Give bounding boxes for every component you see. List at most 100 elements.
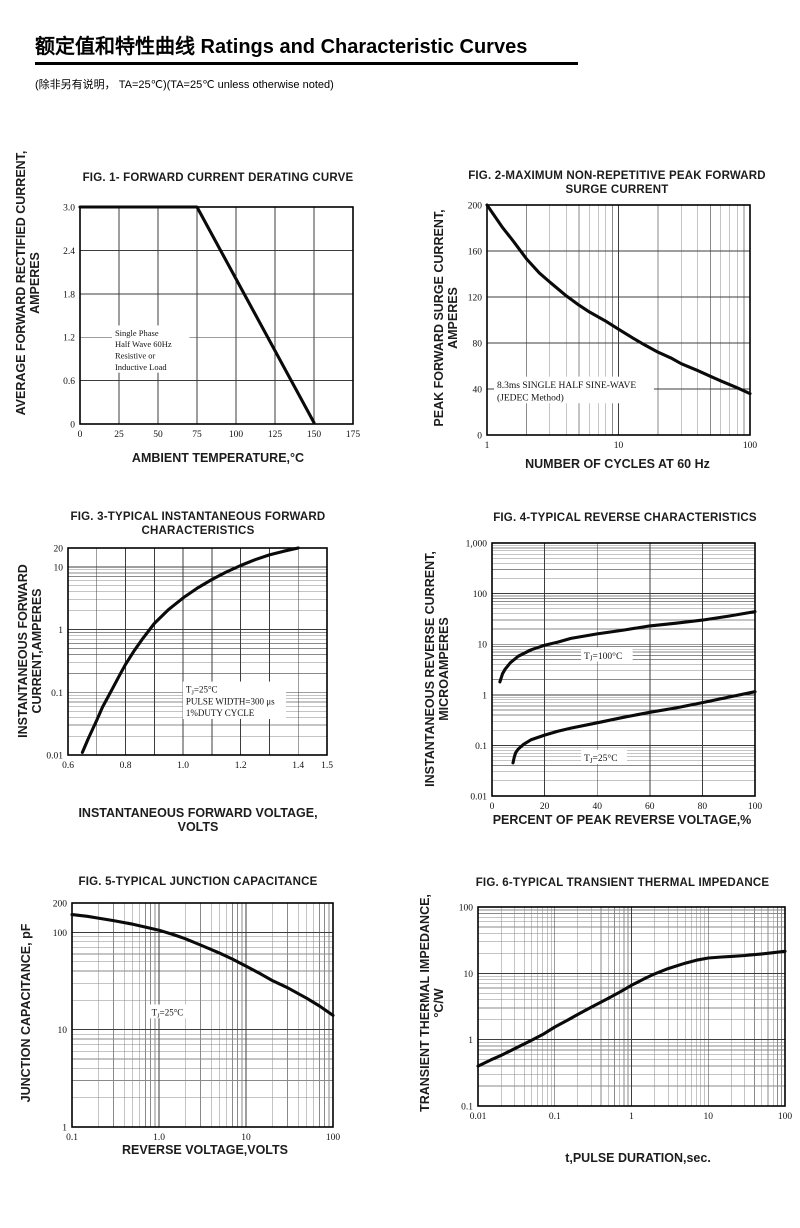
curve-tj-25c bbox=[511, 690, 757, 765]
tick-label: 100 bbox=[748, 802, 763, 812]
curve-surge-current bbox=[485, 203, 752, 396]
tick-label: 1.4 bbox=[292, 761, 304, 771]
tick-label: 100 bbox=[53, 929, 68, 939]
tick-label: 1 bbox=[62, 1124, 67, 1134]
tick-label: 25 bbox=[114, 430, 124, 440]
plot-border bbox=[79, 206, 354, 425]
tick-label: 0.01 bbox=[470, 1112, 487, 1122]
annotation-label: TJ=25°C bbox=[152, 1007, 184, 1019]
fig5-y-axis-label: JUNCTION CAPACITANCE, pF bbox=[19, 923, 33, 1103]
tick-label: 100 bbox=[326, 1133, 341, 1143]
annotation-label: Single Phase bbox=[115, 328, 159, 338]
tick-label: 10 bbox=[241, 1133, 251, 1143]
annotation-label: Half Wave 60Hz bbox=[115, 339, 172, 349]
annotation-mask bbox=[581, 647, 633, 662]
tick-label: 120 bbox=[468, 294, 483, 304]
tick-label: 1.5 bbox=[321, 761, 333, 771]
tick-label: 100 bbox=[778, 1112, 793, 1122]
fig5-x-axis-label: REVERSE VOLTAGE,VOLTS bbox=[122, 1143, 288, 1157]
plot-border bbox=[491, 542, 756, 797]
tick-label: 200 bbox=[53, 900, 68, 910]
tick-label: 0 bbox=[477, 432, 482, 442]
tick-label: 75 bbox=[192, 430, 202, 440]
tick-label: 10 bbox=[58, 1026, 68, 1036]
curve-tj-100c bbox=[498, 610, 757, 684]
annotation-label: (JEDEC Method) bbox=[497, 392, 564, 403]
fig4-x-axis-label: PERCENT OF PEAK REVERSE VOLTAGE,% bbox=[492, 813, 752, 827]
tick-label: 160 bbox=[468, 248, 483, 258]
tick-label: 20 bbox=[54, 545, 64, 555]
fig6-x-axis-label: t,PULSE DURATION,sec. bbox=[565, 1151, 711, 1165]
tick-label: 0.8 bbox=[120, 761, 132, 771]
tick-label: 0.1 bbox=[475, 742, 487, 752]
tick-label: 0 bbox=[70, 421, 75, 431]
tick-label: 1,000 bbox=[466, 540, 488, 550]
plot-border bbox=[477, 906, 786, 1107]
annotation-label: PULSE WIDTH=300 μs bbox=[186, 696, 275, 706]
tick-label: 0.1 bbox=[51, 689, 63, 699]
annotation-label: Resistive or bbox=[115, 351, 156, 361]
tick-label: 1 bbox=[629, 1112, 634, 1122]
tick-label: 0 bbox=[78, 430, 83, 440]
tick-label: 0.1 bbox=[66, 1133, 78, 1143]
tick-label: 1.2 bbox=[63, 334, 75, 344]
tick-label: 100 bbox=[229, 430, 244, 440]
tick-label: 0.6 bbox=[62, 761, 74, 771]
fig2-title: FIG. 2-MAXIMUM NON-REPETITIVE PEAK FORWA… bbox=[468, 170, 766, 196]
annotation-mask bbox=[148, 1004, 193, 1019]
page-subtitle: (除非另有说明， TA=25℃)(TA=25℃ unless otherwise… bbox=[35, 79, 334, 91]
tick-label: 125 bbox=[268, 430, 283, 440]
tick-label: 1 bbox=[468, 1036, 473, 1046]
tick-label: 40 bbox=[473, 386, 483, 396]
annotation-label: TJ=100°C bbox=[584, 651, 622, 663]
fig2-plot: 1 10 100 200 160 120 80 40 0 8.3ms SINGLE HALF SI… bbox=[468, 202, 758, 452]
tick-label: 3.0 bbox=[63, 204, 75, 214]
tick-label: 1.0 bbox=[177, 761, 189, 771]
annotation-label: 8.3ms SINGLE HALF SINE-WAVE bbox=[497, 381, 636, 391]
curve-thermal-impedance bbox=[476, 949, 787, 1068]
annotation-label: 1%DUTY CYCLE bbox=[186, 708, 255, 718]
fig5-plot: 0.1 1.0 10 100 200 100 10 1 TJ=25°C bbox=[53, 900, 341, 1144]
page-title: 额定值和特性曲线 Ratings and Characteristic Curv… bbox=[35, 30, 578, 65]
tick-label: 40 bbox=[592, 802, 602, 812]
curve-derating-curve bbox=[78, 205, 316, 425]
tick-label: 1 bbox=[58, 626, 63, 636]
annotation-mask bbox=[581, 749, 627, 765]
tick-label: 100 bbox=[743, 441, 758, 451]
tick-label: 150 bbox=[307, 430, 322, 440]
tick-label: 2.4 bbox=[63, 247, 75, 257]
tick-label: 1 bbox=[482, 691, 487, 701]
curve-forward-vi bbox=[80, 546, 300, 754]
tick-label: 0.01 bbox=[470, 793, 487, 803]
fig3-x-axis-label: INSTANTANEOUS FORWARD VOLTAGE, VOLTS bbox=[78, 806, 318, 834]
tick-label: 80 bbox=[473, 340, 483, 350]
tick-label: 0.6 bbox=[63, 377, 75, 387]
annotation-mask bbox=[493, 376, 654, 404]
fig3-plot: 0.6 0.8 1.0 1.2 1.4 1.5 20 10 1 0.1 0.01 TJ=25°CPUL… bbox=[46, 545, 333, 772]
tick-label: 50 bbox=[153, 430, 163, 440]
tick-label: 1.8 bbox=[63, 290, 75, 300]
annotation-label: TJ=25°C bbox=[584, 753, 617, 765]
page-title-text: 额定值和特性曲线 Ratings and Characteristic Curv… bbox=[35, 36, 528, 58]
tick-label: 0.1 bbox=[461, 1103, 473, 1113]
tick-label: 1.0 bbox=[153, 1133, 165, 1143]
tick-label: 1 bbox=[485, 441, 490, 451]
fig5-title: FIG. 5-TYPICAL JUNCTION CAPACITANCE bbox=[78, 876, 318, 888]
tick-label: 10 bbox=[704, 1112, 714, 1122]
tick-label: 10 bbox=[54, 563, 64, 573]
fig6-title: FIG. 6-TYPICAL TRANSIENT THERMAL IMPEDAN… bbox=[475, 877, 770, 889]
curve-junction-capacitance bbox=[70, 913, 335, 1017]
tick-label: 0.1 bbox=[549, 1112, 561, 1122]
fig1-plot: 0 25 50 75 100 125 150 175 3.0 2.4 1.8 1.2 0.6 0 Singl… bbox=[63, 204, 360, 441]
fig4-plot: 0 20 40 60 80 100 1,000 100 10 1 0.1 0.01 TJ=100°C TJ… bbox=[466, 540, 763, 813]
tick-label: 100 bbox=[473, 590, 488, 600]
tick-label: 0 bbox=[490, 802, 495, 812]
tick-label: 10 bbox=[478, 641, 488, 651]
fig3-title: FIG. 3-TYPICAL INSTANTANEOUS FORWARD CHA… bbox=[70, 511, 326, 537]
tick-label: 100 bbox=[459, 904, 474, 914]
fig1-x-axis-label: AMBIENT TEMPERATURE,°C bbox=[131, 451, 305, 465]
plot-border bbox=[67, 547, 328, 756]
tick-label: 1.2 bbox=[235, 761, 247, 771]
annotation-label: Inductive Load bbox=[115, 362, 167, 372]
